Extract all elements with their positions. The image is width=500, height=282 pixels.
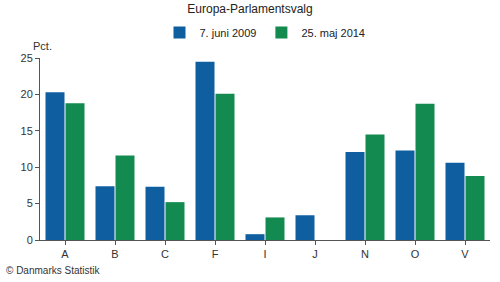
svg-text:O: O (411, 248, 420, 260)
svg-text:Pct.: Pct. (33, 40, 52, 52)
svg-text:B: B (111, 248, 118, 260)
svg-text:F: F (212, 248, 219, 260)
svg-text:Europa-Parlamentsvalg: Europa-Parlamentsvalg (187, 2, 312, 16)
svg-text:I: I (263, 248, 266, 260)
svg-text:C: C (161, 248, 169, 260)
svg-text:0: 0 (27, 234, 33, 246)
svg-text:20: 20 (21, 88, 33, 100)
svg-text:15: 15 (21, 125, 33, 137)
svg-text:V: V (461, 248, 469, 260)
svg-text:25: 25 (21, 52, 33, 64)
svg-text:10: 10 (21, 161, 33, 173)
svg-text:J: J (312, 248, 318, 260)
svg-text:A: A (61, 248, 69, 260)
svg-text:25. maj 2014: 25. maj 2014 (301, 27, 365, 39)
svg-text:5: 5 (27, 197, 33, 209)
svg-text:© Danmarks Statistik: © Danmarks Statistik (6, 265, 101, 276)
svg-text:7. juni 2009: 7. juni 2009 (200, 27, 257, 39)
svg-text:N: N (361, 248, 369, 260)
